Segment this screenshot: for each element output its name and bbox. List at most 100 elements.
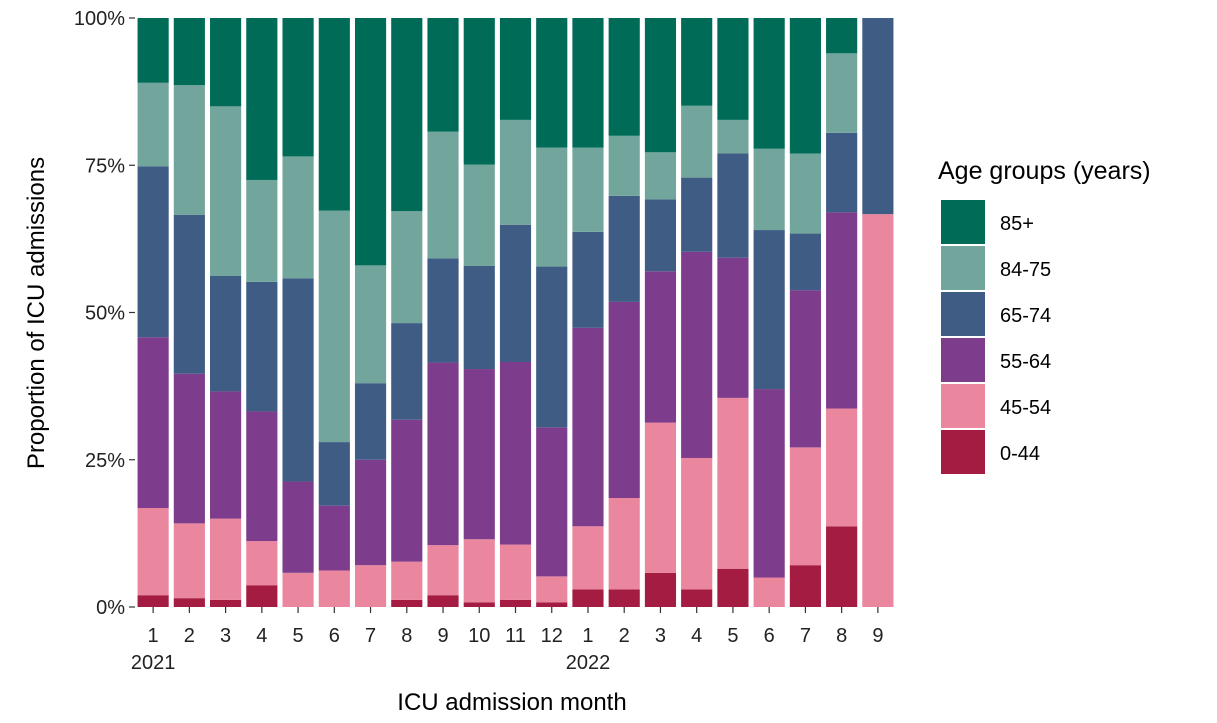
bar-segment-85+-13 — [572, 18, 604, 148]
bar-segment-85+-16 — [681, 18, 713, 106]
legend-key-84-75 — [941, 246, 985, 290]
bar-segment-0-44-12 — [536, 602, 568, 607]
bar-segment-45-54-1 — [137, 508, 169, 596]
bar-segment-85+-15 — [644, 18, 677, 153]
bar-segment-55-64-3 — [210, 391, 242, 519]
bar-segment-0-44-16 — [681, 589, 713, 607]
x-tick-label: 3 — [655, 625, 666, 647]
bar-segment-85+-1 — [137, 18, 169, 83]
bar-segment-84-75-20 — [826, 53, 858, 133]
bar-segment-0-44-17 — [717, 568, 749, 607]
x-tick-label: 8 — [836, 625, 847, 647]
bar-segment-65-74-6 — [318, 442, 350, 506]
bar-segment-55-64-4 — [246, 411, 278, 542]
bar-segment-85+-2 — [173, 18, 205, 86]
legend-key-45-54 — [941, 384, 985, 428]
bar-segment-85+-14 — [608, 18, 640, 136]
x-year-label: 2021 — [131, 652, 176, 674]
bar-segment-45-54-16 — [681, 457, 713, 590]
bar-segment-65-74-20 — [826, 132, 858, 213]
x-tick-label: 2 — [184, 625, 195, 647]
y-tick-label: 25% — [85, 450, 125, 472]
bar-segment-84-75-5 — [282, 156, 314, 279]
bar-segment-45-54-13 — [572, 526, 604, 590]
bar-segment-0-44-20 — [826, 526, 858, 607]
axes-layer: 0%25%50%75%100%1 2 3 4 5 6 7 8 9 10 11 12 1 2 3 4 5 6 7 8 92… — [74, 8, 884, 674]
bar-segment-45-54-8 — [391, 561, 423, 600]
bar-segment-0-44-1 — [137, 595, 169, 607]
x-tick-label: 4 — [691, 625, 702, 647]
legend-label-55-64: 55-64 — [1000, 351, 1051, 373]
bar-segment-85+-5 — [282, 18, 314, 157]
bar-segment-85+-11 — [499, 18, 532, 120]
bar-segment-84-75-14 — [608, 135, 640, 196]
bar-segment-65-74-18 — [753, 230, 785, 390]
x-tick-label: 10 — [468, 625, 490, 647]
bar-segment-65-74-14 — [608, 195, 640, 302]
legend-label-0-44: 0-44 — [1000, 443, 1040, 465]
bar-segment-55-64-12 — [536, 427, 568, 577]
bar-segment-85+-4 — [246, 18, 278, 180]
bar-segment-84-75-18 — [753, 148, 785, 231]
bar-segment-55-64-9 — [427, 362, 459, 546]
bar-segment-65-74-10 — [463, 265, 495, 370]
x-tick-label: 4 — [256, 625, 267, 647]
x-tick-label: 8 — [401, 625, 412, 647]
y-tick-label: 100% — [74, 8, 125, 30]
y-tick-label: 75% — [85, 155, 125, 177]
legend-key-0-44 — [941, 430, 985, 474]
bar-segment-65-74-12 — [536, 266, 568, 428]
y-axis-title: Proportion of ICU admissions — [23, 157, 50, 469]
bar-segment-45-54-6 — [318, 570, 350, 607]
x-tick-label: 12 — [541, 625, 563, 647]
bar-segment-65-74-2 — [173, 214, 205, 374]
bar-segment-45-54-4 — [246, 541, 278, 586]
legend-label-84-75: 84-75 — [1000, 259, 1051, 281]
bar-segment-84-75-8 — [391, 211, 423, 324]
x-tick-label: 5 — [293, 625, 304, 647]
bar-segment-55-64-5 — [282, 481, 314, 573]
bar-segment-0-44-13 — [572, 589, 604, 607]
bar-segment-45-54-10 — [463, 539, 495, 603]
bar-segment-0-44-14 — [608, 589, 640, 607]
x-tick-label: 1 — [582, 625, 593, 647]
bar-segment-55-64-16 — [681, 251, 713, 458]
bar-segment-55-64-7 — [354, 459, 387, 566]
bar-segment-55-64-20 — [826, 212, 858, 409]
x-tick-label: 6 — [764, 625, 775, 647]
legend-key-55-64 — [941, 338, 985, 382]
bar-segment-84-75-17 — [717, 119, 749, 154]
legend-label-45-54: 45-54 — [1000, 397, 1051, 419]
bar-segment-45-54-5 — [282, 572, 314, 607]
bar-segment-45-54-21 — [862, 214, 894, 607]
bar-segment-85+-12 — [536, 18, 568, 148]
bar-segment-0-44-10 — [463, 602, 495, 607]
bar-segment-85+-9 — [427, 18, 459, 132]
legend-key-85+ — [941, 200, 985, 244]
bar-segment-55-64-6 — [318, 505, 350, 571]
bar-segment-65-74-7 — [354, 383, 387, 460]
bar-segment-84-75-15 — [644, 152, 677, 200]
bar-segment-0-44-4 — [246, 585, 278, 607]
bar-segment-85+-8 — [391, 18, 423, 212]
bar-segment-65-74-16 — [681, 177, 713, 252]
bar-segment-84-75-2 — [173, 85, 205, 215]
bar-segment-65-74-8 — [391, 323, 423, 420]
bar-segment-84-75-9 — [427, 131, 459, 259]
legend-label-85+: 85+ — [1000, 213, 1034, 235]
bar-segment-55-64-14 — [608, 301, 640, 499]
bar-segment-55-64-13 — [572, 327, 604, 527]
x-tick-label: 9 — [872, 625, 883, 647]
bar-segment-65-74-11 — [499, 224, 532, 362]
bar-segment-0-44-3 — [210, 599, 242, 607]
bar-segment-45-54-2 — [173, 523, 205, 599]
bar-segment-84-75-11 — [499, 119, 532, 225]
bar-segment-65-74-21 — [862, 18, 894, 215]
bar-segment-0-44-15 — [644, 572, 677, 607]
bar-segment-45-54-19 — [789, 447, 821, 566]
bar-segment-45-54-12 — [536, 576, 568, 603]
bar-segment-55-64-19 — [789, 290, 821, 448]
bar-segment-55-64-10 — [463, 369, 495, 540]
bar-segment-45-54-3 — [210, 518, 242, 600]
